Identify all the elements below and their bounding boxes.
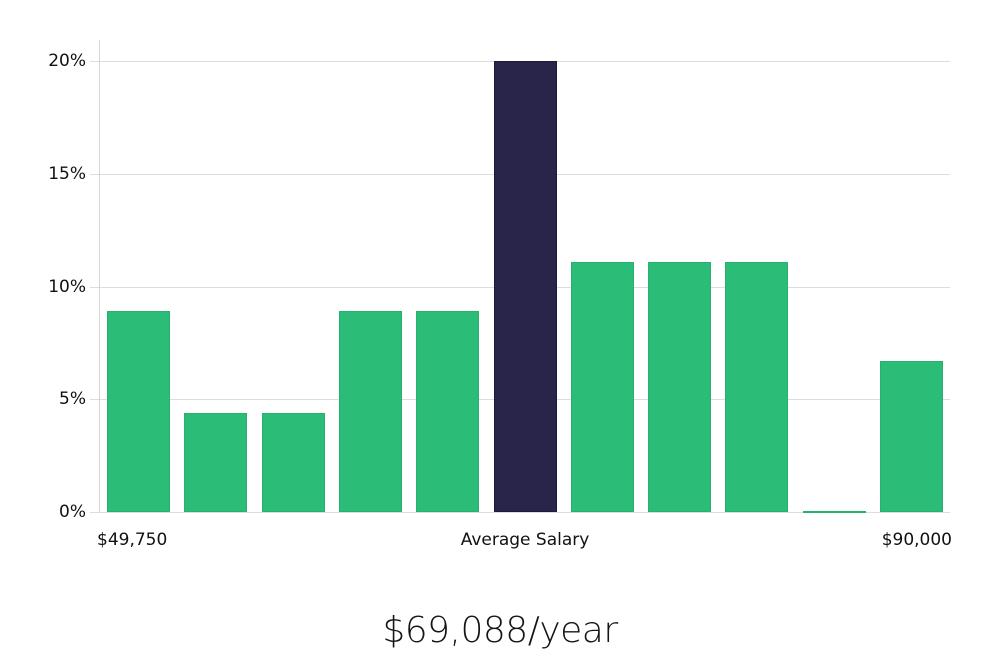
x-min-label: $49,750 bbox=[97, 530, 168, 550]
y-tick-label: 10% bbox=[48, 277, 86, 297]
gridline bbox=[90, 512, 950, 513]
y-tick-label: 15% bbox=[48, 164, 86, 184]
y-tick-label: 0% bbox=[59, 502, 86, 522]
histogram-bar bbox=[262, 412, 325, 512]
histogram-bar bbox=[803, 510, 866, 513]
histogram-bar bbox=[648, 261, 711, 512]
x-max-label: $90,000 bbox=[881, 530, 952, 550]
y-tick-label: 20% bbox=[48, 51, 86, 71]
histogram-bar bbox=[571, 261, 634, 512]
average-salary-value: $69,088/year bbox=[382, 610, 618, 651]
y-axis-line bbox=[99, 40, 100, 513]
histogram-bar bbox=[339, 311, 402, 512]
histogram-bar bbox=[880, 360, 943, 512]
highlighted-bar bbox=[494, 61, 557, 512]
y-tick-label: 5% bbox=[59, 389, 86, 409]
x-axis-title: Average Salary bbox=[460, 530, 590, 550]
histogram-bar bbox=[107, 311, 170, 512]
histogram-bar bbox=[725, 261, 788, 512]
histogram-bar bbox=[184, 412, 247, 512]
salary-histogram: 0% 5% 10% 15% 20% $49,750 Average Salary $90,00… bbox=[48, 40, 952, 550]
histogram-bar bbox=[416, 311, 479, 512]
